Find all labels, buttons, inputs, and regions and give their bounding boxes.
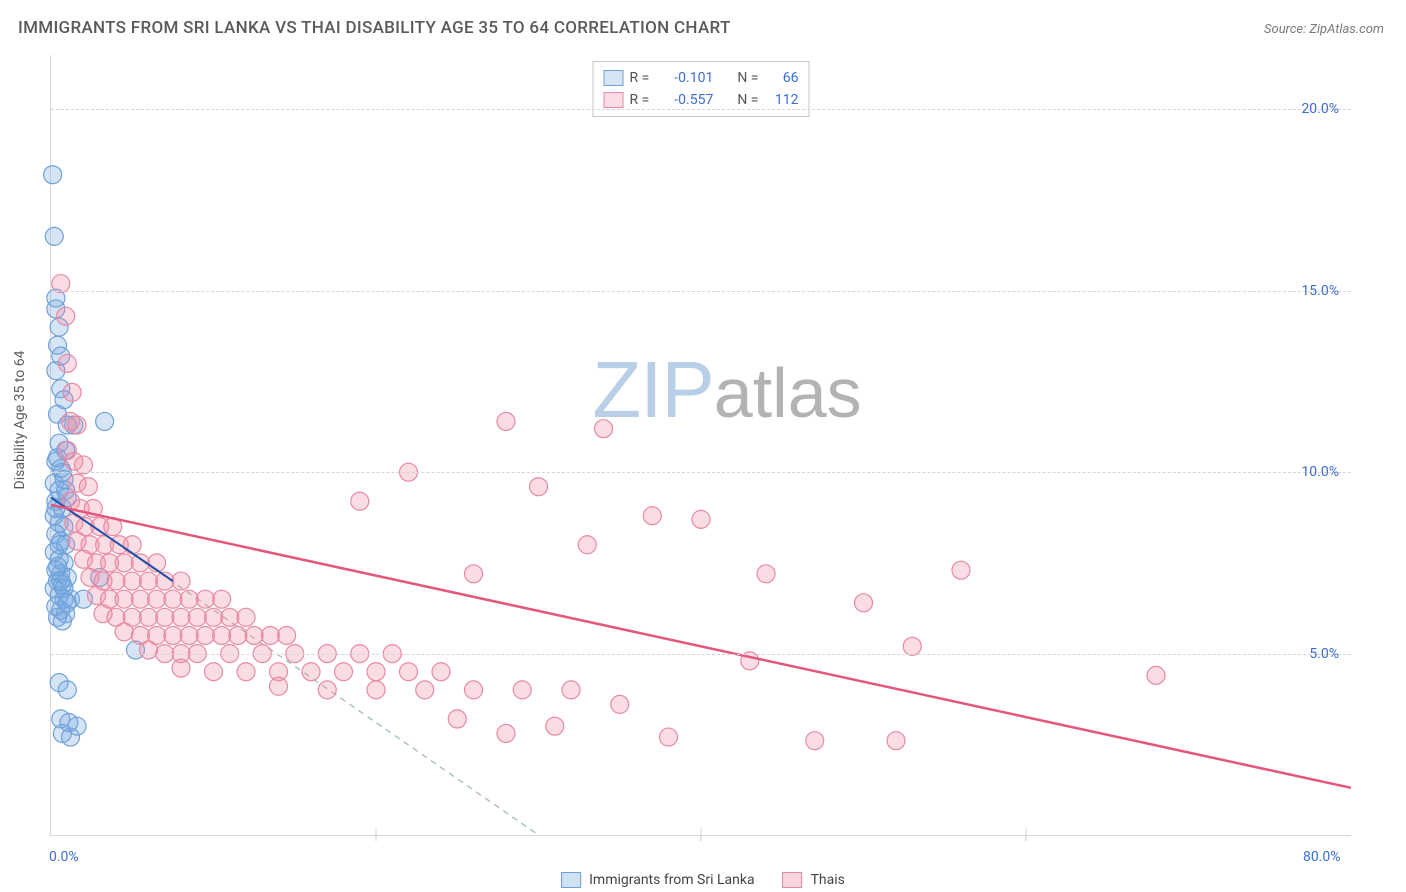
legend-n-label: N = (737, 67, 758, 89)
source-attribution: Source: ZipAtlas.com (1264, 22, 1384, 37)
legend-r-value: -0.557 (655, 89, 713, 111)
gridline-h (51, 109, 1351, 110)
gridline-h (51, 654, 1351, 655)
chart-svg (51, 55, 1351, 835)
x-tick-label: 0.0% (49, 849, 79, 865)
legend-swatch (604, 70, 624, 86)
chart-title: IMMIGRANTS FROM SRI LANKA VS THAI DISABI… (18, 18, 731, 38)
legend-n-value: 66 (764, 67, 798, 89)
y-tick-label: 5.0% (1309, 646, 1339, 662)
legend-swatch (783, 872, 803, 888)
series-legend-label: Thais (811, 872, 845, 888)
y-tick-label: 20.0% (1301, 101, 1339, 117)
legend-r-value: -0.101 (655, 67, 713, 89)
legend-row: R =-0.101 N = 66 (604, 67, 799, 89)
x-tick-label: 80.0% (1303, 849, 1341, 865)
y-axis-title: Disability Age 35 to 64 (12, 351, 28, 490)
legend-row: R =-0.557 N = 112 (604, 89, 799, 111)
chart-container: IMMIGRANTS FROM SRI LANKA VS THAI DISABI… (0, 0, 1406, 892)
legend-r-label: R = (630, 89, 650, 111)
series-legend: Immigrants from Sri Lanka Thais (561, 872, 845, 888)
series-legend-label: Immigrants from Sri Lanka (589, 872, 754, 888)
gridline-h (51, 291, 1351, 292)
plot-area: ZIPatlas R =-0.101N =66R =-0.557N =112 5… (50, 55, 1351, 836)
legend-r-label: R = (630, 67, 650, 89)
gridline-h (51, 472, 1351, 473)
legend-n-label: N = (737, 89, 758, 111)
y-tick-label: 10.0% (1301, 464, 1339, 480)
y-tick-label: 15.0% (1301, 283, 1339, 299)
legend-swatch (561, 872, 581, 888)
series-legend-item: Thais (783, 872, 845, 888)
legend-swatch (604, 92, 624, 108)
legend-n-value: 112 (764, 89, 798, 111)
series-legend-item: Immigrants from Sri Lanka (561, 872, 754, 888)
